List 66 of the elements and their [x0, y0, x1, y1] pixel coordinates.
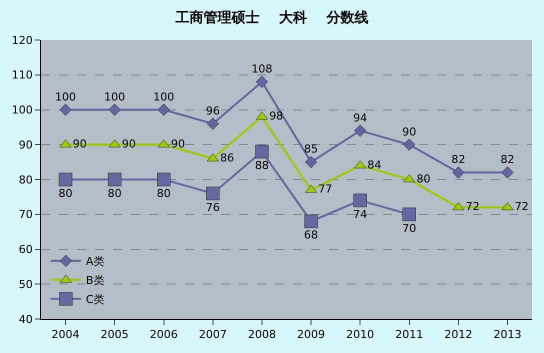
legend-label: B类	[86, 274, 104, 288]
point	[59, 104, 72, 116]
y-tick-label: 120	[12, 34, 33, 47]
point	[108, 104, 121, 116]
data-label: 86	[220, 151, 234, 164]
chart-title: 工商管理硕士 大科 分数线	[174, 9, 368, 26]
data-label: 80	[108, 186, 122, 200]
data-label: 77	[318, 182, 332, 196]
point	[304, 156, 318, 168]
legend-label: A类	[86, 255, 104, 268]
x-tick-label: 2013	[493, 328, 522, 342]
y-tick-label: 80	[18, 173, 33, 186]
x-tick-label: 2006	[150, 328, 178, 342]
point	[452, 166, 464, 179]
data-label: 70	[402, 222, 416, 235]
x-tick-label: 2007	[198, 328, 227, 342]
point	[255, 144, 269, 158]
y-tick-label: 40	[18, 312, 33, 326]
data-label: 90	[171, 137, 185, 150]
x-tick-label: 2004	[52, 328, 80, 342]
y-tick-label: 100	[12, 104, 33, 117]
data-label: 74	[353, 208, 368, 221]
point	[108, 172, 122, 186]
x-tick-label: 2011	[395, 328, 424, 342]
data-label: 90	[402, 125, 416, 138]
point	[206, 118, 219, 130]
y-tick-label: 60	[18, 243, 33, 256]
point	[206, 186, 220, 200]
point	[402, 208, 416, 222]
data-label: 68	[304, 228, 318, 242]
data-label: 82	[500, 153, 514, 166]
data-label: 72	[514, 200, 529, 214]
point	[58, 172, 72, 186]
legend-label: C类	[86, 293, 105, 306]
data-label: 85	[304, 142, 318, 156]
data-label: 100	[104, 90, 126, 104]
point	[304, 214, 318, 228]
data-label: 80	[416, 172, 430, 186]
data-label: 100	[153, 90, 174, 104]
data-label: 80	[156, 186, 171, 200]
data-label: 84	[367, 158, 382, 172]
point	[157, 172, 170, 186]
data-label: 108	[251, 62, 272, 76]
point	[501, 166, 514, 179]
x-tick-label: 2009	[297, 328, 326, 342]
x-tick-label: 2012	[444, 328, 472, 342]
point	[158, 104, 170, 116]
data-label: 88	[254, 158, 269, 172]
point	[353, 194, 367, 208]
point	[354, 124, 366, 137]
x-tick-label: 2005	[100, 328, 129, 342]
x-tick-label: 2008	[248, 328, 276, 342]
point	[256, 76, 268, 88]
data-label: 80	[58, 186, 73, 200]
y-tick-label: 50	[18, 278, 33, 291]
y-tick-label: 70	[18, 208, 33, 222]
y-tick-label: 90	[18, 138, 33, 152]
data-label: 98	[269, 109, 284, 122]
data-label: 94	[353, 111, 368, 124]
x-tick-label: 2010	[346, 328, 374, 342]
data-label: 82	[451, 153, 466, 166]
data-label: 76	[206, 200, 220, 214]
y-tick-label: 110	[12, 68, 33, 82]
data-label: 96	[206, 104, 220, 118]
data-label: 100	[55, 90, 76, 104]
point	[403, 138, 416, 151]
